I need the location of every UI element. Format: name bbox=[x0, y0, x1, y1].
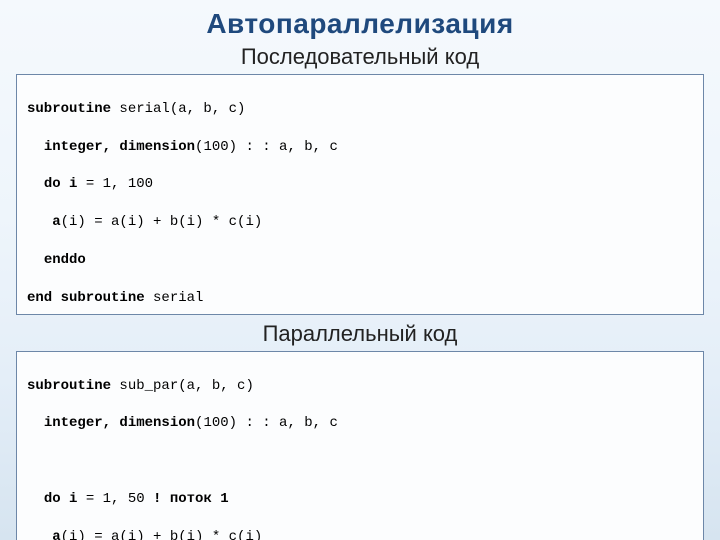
code-line: a(i) = a(i) + b(i) * c(i) bbox=[27, 213, 693, 232]
code-keyword: do i bbox=[44, 491, 86, 507]
code-keyword: subroutine bbox=[27, 101, 119, 117]
code-comment: ! поток 1 bbox=[153, 491, 229, 507]
code-block-parallel: subroutine sub_par(a, b, c) integer, dim… bbox=[16, 351, 704, 540]
code-line: integer, dimension(100) : : a, b, c bbox=[27, 138, 693, 157]
code-line: subroutine serial(a, b, c) bbox=[27, 100, 693, 119]
code-keyword: end subroutine bbox=[27, 290, 153, 306]
code-text: sub_par(a, b, c) bbox=[119, 378, 253, 394]
code-text: (100) : : a, b, c bbox=[195, 415, 338, 431]
code-line bbox=[27, 452, 693, 471]
code-line: enddo bbox=[27, 251, 693, 270]
code-keyword: a bbox=[52, 529, 60, 540]
section-title-parallel: Параллельный код bbox=[16, 321, 704, 347]
code-keyword: do i bbox=[44, 176, 86, 192]
section-title-sequential: Последовательный код bbox=[16, 44, 704, 70]
code-text: = 1, 50 bbox=[86, 491, 153, 507]
code-keyword: integer, dimension bbox=[44, 415, 195, 431]
code-text: (i) = a(i) + b(i) * c(i) bbox=[61, 529, 263, 540]
code-keyword: integer, dimension bbox=[44, 139, 195, 155]
code-line: integer, dimension(100) : : a, b, c bbox=[27, 414, 693, 433]
code-keyword: subroutine bbox=[27, 378, 119, 394]
code-text: serial bbox=[153, 290, 203, 306]
code-text: = 1, 100 bbox=[86, 176, 153, 192]
code-block-serial: subroutine serial(a, b, c) integer, dime… bbox=[16, 74, 704, 315]
code-keyword: a bbox=[52, 214, 60, 230]
slide: Автопараллелизация Последовательный код … bbox=[0, 0, 720, 540]
code-line: end subroutine serial bbox=[27, 289, 693, 308]
code-text: serial(a, b, c) bbox=[119, 101, 245, 117]
code-line: a(i) = a(i) + b(i) * c(i) bbox=[27, 528, 693, 540]
code-text: (i) = a(i) + b(i) * c(i) bbox=[61, 214, 263, 230]
code-text: (100) : : a, b, c bbox=[195, 139, 338, 155]
code-line: subroutine sub_par(a, b, c) bbox=[27, 377, 693, 396]
code-line: do i = 1, 100 bbox=[27, 175, 693, 194]
page-title: Автопараллелизация bbox=[16, 8, 704, 40]
code-line: do i = 1, 50 ! поток 1 bbox=[27, 490, 693, 509]
code-keyword: enddo bbox=[44, 252, 86, 268]
